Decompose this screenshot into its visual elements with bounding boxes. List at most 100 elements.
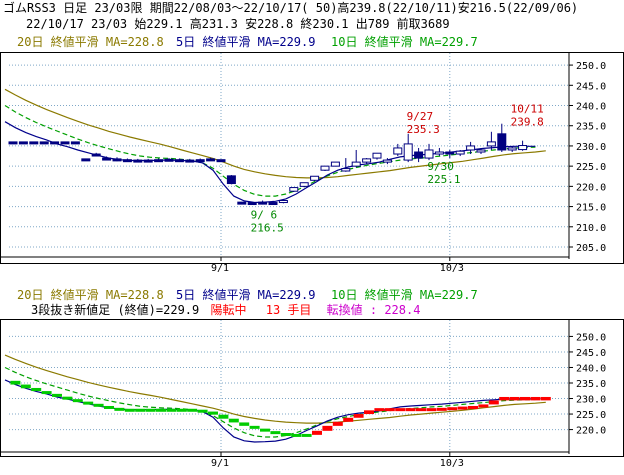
bottom-ma5-line — [4, 379, 536, 443]
down-brick — [301, 433, 312, 437]
candle-body — [486, 141, 496, 147]
legend-sanbon: 3段抜き新値足 (終値)=229.9 陽転中 13 手目 転換値 : 228.4 — [31, 303, 420, 318]
line-break-pane: 220.0 225.0 230.0 235.0 240.0 245.0 250.0 9/1 10… — [0, 319, 624, 469]
up-brick — [447, 407, 458, 411]
up-brick — [499, 396, 510, 401]
candlestick-pane: 205.0 210.0 215.0 220.0 225.0 230.0 235.0 240.0… — [0, 52, 624, 274]
candle-body — [278, 200, 288, 204]
bottom-tick-label: 220.0 — [576, 426, 606, 437]
candle-body — [154, 159, 164, 163]
up-brick — [395, 408, 406, 412]
down-brick — [145, 408, 156, 412]
legend-ma5-top: 5日 終値平滑 MA=229.9 — [176, 35, 316, 49]
candle-body — [258, 201, 268, 205]
legend-ma5-bottom: 5日 終値平滑 MA=229.9 — [176, 288, 316, 302]
bottom-tick-label: 245.0 — [576, 348, 606, 359]
up-brick — [322, 425, 333, 431]
candle-body — [206, 158, 216, 162]
candle-body — [133, 159, 143, 163]
candle-body — [29, 141, 39, 145]
candle-body — [60, 141, 70, 145]
up-brick — [332, 421, 343, 426]
bottom-tick-label: 225.0 — [576, 410, 606, 421]
candle-body — [289, 187, 299, 192]
candle-body — [102, 157, 112, 161]
candle-body — [39, 141, 49, 145]
down-brick — [249, 425, 260, 429]
candle-body — [268, 202, 278, 206]
up-brick — [343, 417, 354, 422]
top-tick-label: 250.0 — [576, 61, 606, 72]
candle-body — [507, 147, 517, 151]
down-brick — [156, 408, 166, 412]
down-brick — [93, 403, 104, 407]
down-brick — [41, 391, 52, 395]
down-brick — [291, 433, 302, 437]
down-brick — [197, 409, 208, 413]
chart-header-line2: 22/10/17 23/03 始229.1 高231.3 安228.8 終230… — [26, 17, 450, 31]
up-brick — [364, 410, 374, 415]
candle-body — [497, 133, 507, 151]
annotation-value: 216.5 — [251, 222, 284, 235]
candle-body — [424, 149, 434, 159]
top-tick-label: 225.0 — [576, 162, 606, 173]
candle-body — [174, 159, 184, 163]
top-ma20-line — [4, 88, 546, 179]
up-brick — [488, 400, 499, 405]
bottom-tick-label: 235.0 — [576, 379, 606, 390]
top-tick-label: 210.0 — [576, 223, 606, 234]
down-brick — [31, 387, 42, 392]
down-brick — [176, 408, 187, 412]
down-brick — [270, 431, 281, 435]
candle-body — [434, 151, 444, 155]
down-brick — [260, 428, 270, 432]
candle-body — [237, 201, 247, 205]
legend-ma10-bottom: 10日 終値平滑 MA=229.7 — [331, 288, 478, 302]
candle-body — [310, 175, 320, 181]
candle-body — [50, 141, 60, 145]
down-brick — [166, 408, 177, 412]
top-tick-label: 230.0 — [576, 142, 606, 153]
candle-body — [403, 143, 413, 161]
up-brick — [405, 408, 416, 412]
candle-body — [299, 182, 309, 187]
down-brick — [72, 399, 83, 403]
legend-ma10-top: 10日 終値平滑 MA=229.7 — [331, 35, 478, 49]
candle-body — [70, 141, 80, 145]
top-ma10-line — [4, 104, 536, 197]
down-brick — [280, 432, 291, 436]
down-brick — [20, 384, 31, 389]
down-brick — [62, 396, 73, 400]
down-brick — [10, 380, 21, 385]
bottom-ma10-line — [4, 366, 536, 438]
down-brick — [218, 414, 229, 419]
annotation-date: 9/30 — [427, 160, 454, 173]
up-brick — [478, 404, 489, 408]
top-tick-label: 215.0 — [576, 203, 606, 214]
candle-body — [320, 165, 330, 171]
candle-body — [226, 175, 236, 185]
annotation-value: 225.1 — [427, 173, 460, 186]
up-brick — [374, 408, 385, 412]
up-brick — [353, 414, 364, 418]
candle-body — [330, 161, 340, 167]
candle-body — [351, 161, 361, 167]
up-brick — [509, 396, 520, 401]
candle-body — [414, 151, 424, 159]
top-x-tick-label: 10/3 — [440, 263, 464, 274]
top-tick-label: 235.0 — [576, 122, 606, 133]
up-brick — [384, 408, 395, 412]
sanbon-label: 3段抜き新値足 (終値)=229.9 — [31, 303, 200, 317]
candle-body — [122, 159, 132, 163]
annotation-value: 235.3 — [407, 123, 440, 136]
bottom-tick-label: 250.0 — [576, 332, 606, 343]
candle-body — [445, 151, 455, 155]
candle-body — [216, 159, 226, 163]
down-brick — [208, 411, 218, 415]
line-break-chart: 220.0 225.0 230.0 235.0 240.0 245.0 250.0 9/1 10… — [1, 320, 606, 469]
down-brick — [228, 418, 239, 423]
candle-body — [247, 202, 257, 206]
bottom-x-tick-label: 10/3 — [440, 458, 464, 469]
candle-body — [18, 141, 28, 145]
bottom-x-tick-label: 9/1 — [211, 458, 229, 469]
